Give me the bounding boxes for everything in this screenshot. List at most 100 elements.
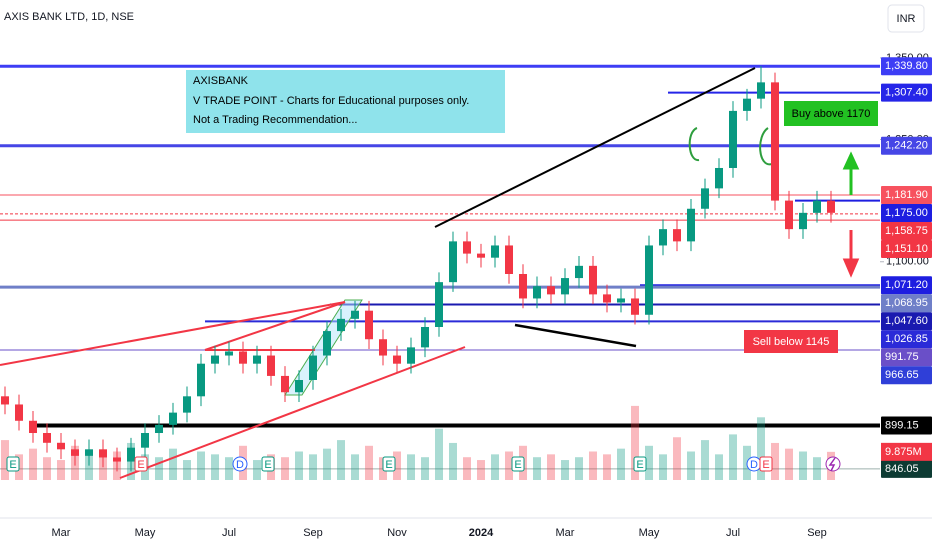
volume-bar [813,457,821,480]
x-tick-label: May [639,527,660,539]
trendline [0,301,346,366]
candle-body [771,82,779,201]
event-icon [134,456,148,472]
level-label: 1,047.60 [885,315,928,327]
volume-bar [603,454,611,480]
volume-bar [701,440,709,480]
volume-bar [169,448,177,480]
candle-body [57,442,65,450]
level-box [881,330,932,349]
event-label: E [514,459,521,471]
event-icon [511,456,525,472]
candle-body [379,339,387,356]
level-box [881,136,932,155]
candle-body [491,245,499,258]
candle-body [365,310,373,340]
note-text: AXISBANK [193,75,249,87]
volume-bar [337,440,345,480]
volume-bar [589,451,597,480]
note-text: V TRADE POINT - Charts for Educational p… [193,95,469,107]
volume-bar [309,454,317,480]
candle-body [505,245,513,274]
candle-body [715,167,723,189]
volume-bar [225,457,233,480]
volume-bar [281,457,289,480]
x-tick-label: Nov [387,527,407,539]
volume-bar [617,448,625,480]
level-label: 846.05 [885,463,919,475]
candle-body [603,294,611,303]
x-tick-label: Mar [52,527,71,539]
event-label: E [137,459,144,471]
candle-body [253,355,261,364]
volume-bar [659,454,667,480]
volume-bar [407,454,415,480]
level-box [881,366,932,385]
candle-body [463,241,471,254]
trendline [119,346,466,479]
candles [1,66,835,472]
candle-body [617,298,625,303]
candle-body [547,286,555,295]
volume-bar [449,442,457,480]
level-box [881,57,932,76]
trendline [434,67,756,228]
axes: 1,350.001,250.001,100.001,339.801,307.40… [52,52,932,539]
note-box [186,70,505,133]
event-label: E [636,459,643,471]
candle-body [785,200,793,230]
volume-label: 9.875M [885,446,922,458]
volume-bar [575,457,583,480]
candle-body [659,229,667,246]
volume-bar [505,451,513,480]
event-icon [232,456,248,472]
level-label: 1,068.95 [885,297,928,309]
volume-bar [687,451,695,480]
candle-body [449,241,457,283]
volume-bar [393,451,401,480]
chart-title: AXIS BANK LTD, 1D, NSE [4,11,134,23]
candle-body [351,310,359,319]
candle-body [141,433,149,448]
candle-body [169,412,177,425]
volume-bar [631,405,639,480]
volume-bar [799,451,807,480]
candle-body [211,355,219,364]
level-label: 1,071.20 [885,279,928,291]
volume-bar [323,448,331,480]
level-label: 1,151.10 [885,243,928,255]
event-icon [382,456,396,472]
volume-bar [211,454,219,480]
candle-body [827,200,835,213]
candle-body [589,265,597,295]
level-label: 1,158.75 [885,225,928,237]
candle-body [575,265,583,279]
down-arrow [842,230,860,278]
volume-bar [547,454,555,480]
candle-body [645,245,653,315]
level-box [881,221,932,240]
volume-bar [155,457,163,480]
volume-bar [85,454,93,480]
level-box [881,459,932,478]
event-label: D [750,459,758,471]
volume-bar [253,460,261,480]
currency-box [887,4,925,33]
candle-body [113,457,121,462]
level-box [881,312,932,331]
candle-body [757,82,765,99]
level-label: 1,181.90 [885,189,928,201]
x-tick-label: Mar [556,527,575,539]
x-tick-label: 2024 [469,527,494,539]
candle-body [1,396,9,405]
candle-body [673,229,681,242]
level-label: 991.75 [885,351,919,363]
note-text: Not a Trading Recommendation... [193,114,357,126]
volume-bar [785,448,793,480]
level-box [881,416,932,435]
event-icon [825,456,841,472]
candle-body [71,449,79,456]
level-label: 1,175.00 [885,207,928,219]
candle-body [239,351,247,364]
